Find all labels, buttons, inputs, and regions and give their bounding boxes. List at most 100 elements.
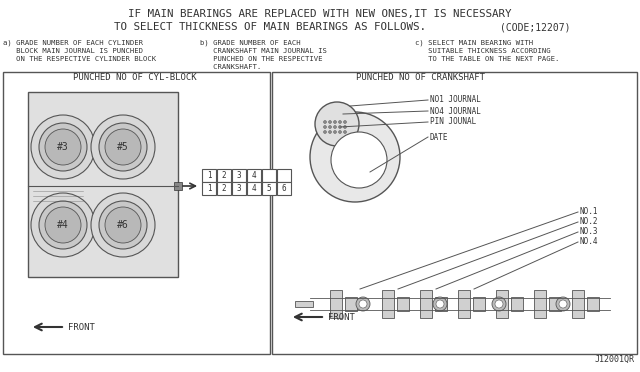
Bar (272, 72, 637, 354)
Text: b) GRADE NUMBER OF EACH: b) GRADE NUMBER OF EACH (200, 40, 301, 46)
Text: PUNCHED NO OF CYL-BLOCK: PUNCHED NO OF CYL-BLOCK (73, 74, 197, 83)
Circle shape (310, 112, 400, 202)
Text: 4: 4 (252, 171, 256, 180)
Circle shape (45, 129, 81, 165)
Text: TO THE TABLE ON THE NEXT PAGE.: TO THE TABLE ON THE NEXT PAGE. (415, 56, 559, 62)
Text: 2: 2 (221, 184, 227, 193)
Text: PUNCHED ON THE RESPECTIVE: PUNCHED ON THE RESPECTIVE (200, 56, 323, 62)
Bar (549, 297, 561, 311)
Text: (CODE;12207): (CODE;12207) (500, 22, 570, 32)
Circle shape (39, 201, 87, 249)
Bar (28, 92, 178, 277)
Circle shape (559, 300, 567, 308)
Circle shape (323, 121, 326, 124)
Bar (247, 169, 261, 182)
Bar (174, 182, 182, 190)
Bar (435, 297, 447, 311)
Circle shape (328, 125, 332, 128)
Circle shape (436, 300, 444, 308)
Text: #6: #6 (117, 220, 129, 230)
Circle shape (323, 125, 326, 128)
Text: TO SELECT THICKNESS OF MAIN BEARINGS AS FOLLOWS.: TO SELECT THICKNESS OF MAIN BEARINGS AS … (114, 22, 426, 32)
Bar (330, 290, 342, 318)
Bar (534, 290, 546, 318)
Bar (232, 182, 246, 195)
Text: DATE: DATE (430, 132, 449, 141)
Text: 5: 5 (267, 184, 271, 193)
Circle shape (344, 131, 346, 134)
Text: 6: 6 (282, 184, 286, 193)
Text: a) GRADE NUMBER OF EACH CYLINDER: a) GRADE NUMBER OF EACH CYLINDER (3, 40, 143, 46)
Text: FRONT: FRONT (328, 312, 355, 321)
Circle shape (333, 121, 337, 124)
Text: CRANKSHAFT.: CRANKSHAFT. (200, 64, 261, 70)
Circle shape (556, 297, 570, 311)
Text: NO1 JOURNAL: NO1 JOURNAL (430, 96, 481, 105)
Circle shape (328, 121, 332, 124)
Text: IF MAIN BEARINGS ARE REPLACED WITH NEW ONES,IT IS NECESSARY: IF MAIN BEARINGS ARE REPLACED WITH NEW O… (128, 9, 512, 19)
Bar (3, 72, 270, 354)
Circle shape (99, 123, 147, 171)
Bar (202, 169, 216, 182)
Circle shape (45, 207, 81, 243)
Text: #3: #3 (57, 142, 69, 152)
Circle shape (39, 123, 87, 171)
Text: 2: 2 (221, 171, 227, 180)
Text: 4: 4 (252, 184, 256, 193)
Text: J12001QR: J12001QR (595, 355, 635, 364)
Circle shape (495, 300, 503, 308)
Circle shape (91, 193, 155, 257)
Circle shape (31, 115, 95, 179)
Bar (572, 290, 584, 318)
Text: CRANKSHAFT MAIN JOURNAL IS: CRANKSHAFT MAIN JOURNAL IS (200, 48, 327, 54)
Text: FRONT: FRONT (68, 323, 95, 331)
Text: #5: #5 (117, 142, 129, 152)
Bar (202, 182, 216, 195)
Text: BLOCK MAIN JOURNAL IS PUNCHED: BLOCK MAIN JOURNAL IS PUNCHED (3, 48, 143, 54)
Bar (217, 169, 231, 182)
Circle shape (339, 121, 342, 124)
Bar (420, 290, 432, 318)
Bar (247, 182, 261, 195)
Bar (295, 301, 313, 307)
Text: NO.3: NO.3 (580, 228, 598, 237)
Circle shape (433, 297, 447, 311)
Text: PIN JOUNAL: PIN JOUNAL (430, 118, 476, 126)
Bar (262, 182, 276, 195)
Bar (496, 290, 508, 318)
Bar (277, 182, 291, 195)
Text: 3: 3 (237, 184, 241, 193)
Circle shape (331, 132, 387, 188)
Circle shape (323, 131, 326, 134)
Circle shape (99, 201, 147, 249)
Circle shape (492, 297, 506, 311)
Circle shape (344, 121, 346, 124)
Bar (587, 297, 599, 311)
Circle shape (315, 102, 359, 146)
Text: 1: 1 (207, 184, 211, 193)
Text: 1: 1 (207, 171, 211, 180)
Bar (345, 297, 357, 311)
Bar (397, 297, 409, 311)
Circle shape (31, 193, 95, 257)
Circle shape (359, 300, 367, 308)
Circle shape (344, 125, 346, 128)
Text: PUNCHED NO OF CRANKSHAFT: PUNCHED NO OF CRANKSHAFT (355, 74, 484, 83)
Text: c) SELECT MAIN BEARING WITH: c) SELECT MAIN BEARING WITH (415, 40, 533, 46)
Text: NO4 JOURNAL: NO4 JOURNAL (430, 106, 481, 115)
Text: #4: #4 (57, 220, 69, 230)
Circle shape (333, 131, 337, 134)
Circle shape (328, 131, 332, 134)
Text: ON THE RESPECTIVE CYLINDER BLOCK: ON THE RESPECTIVE CYLINDER BLOCK (3, 56, 156, 62)
Bar (217, 182, 231, 195)
Circle shape (105, 207, 141, 243)
Text: NO.1: NO.1 (580, 208, 598, 217)
Circle shape (105, 129, 141, 165)
Bar (382, 290, 394, 318)
Bar (511, 297, 523, 311)
Bar (458, 290, 470, 318)
Text: NO.2: NO.2 (580, 218, 598, 227)
Text: SUITABLE THICKNESS ACCORDING: SUITABLE THICKNESS ACCORDING (415, 48, 550, 54)
Bar (473, 297, 485, 311)
Text: 3: 3 (237, 171, 241, 180)
